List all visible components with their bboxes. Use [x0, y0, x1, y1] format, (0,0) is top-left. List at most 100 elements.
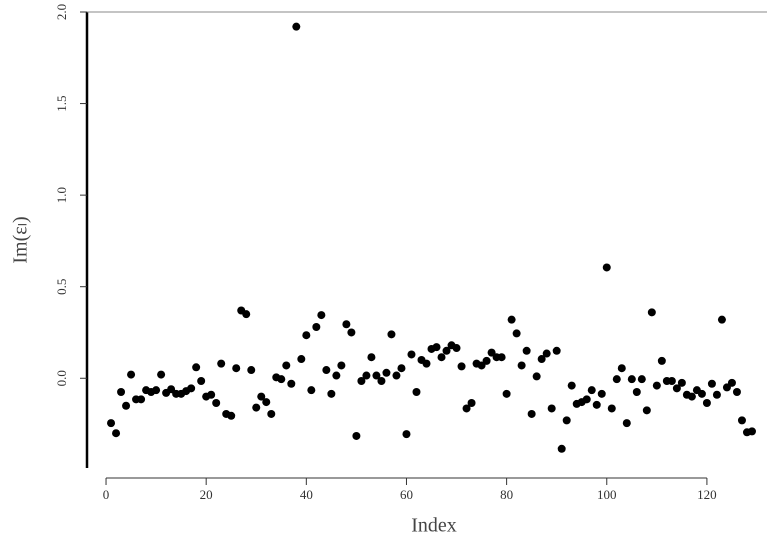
point: [342, 320, 351, 329]
point: [737, 416, 746, 425]
point: [607, 404, 616, 413]
point: [317, 311, 326, 320]
point: [647, 308, 656, 317]
x-tick-label: 40: [300, 487, 313, 502]
point: [412, 388, 421, 396]
point: [637, 375, 646, 384]
point: [357, 377, 366, 386]
point: [302, 331, 311, 340]
point: [397, 364, 406, 373]
x-tick-label: 20: [200, 487, 213, 502]
point: [507, 315, 516, 324]
point: [672, 384, 681, 393]
point: [642, 406, 651, 415]
y-tick-label: 1.0: [54, 187, 69, 203]
point: [332, 371, 341, 380]
point: [382, 368, 391, 377]
point: [122, 401, 131, 410]
point: [262, 398, 271, 407]
point: [667, 377, 676, 386]
point: [567, 381, 576, 390]
point: [537, 355, 546, 364]
point: [282, 361, 291, 370]
point: [337, 361, 346, 370]
y-tick-label: 0.0: [54, 370, 69, 386]
point: [347, 328, 356, 337]
point: [157, 370, 166, 379]
point: [712, 390, 721, 399]
point: [267, 409, 276, 418]
point: [257, 392, 266, 401]
point: [197, 377, 206, 386]
point: [117, 388, 126, 396]
point: [552, 346, 561, 355]
point: [407, 350, 416, 359]
point: [362, 371, 371, 380]
point: [112, 429, 121, 438]
point: [352, 431, 361, 440]
point: [727, 378, 736, 387]
point: [587, 386, 596, 395]
point: [127, 370, 136, 379]
point: [497, 353, 506, 362]
point: [617, 364, 626, 373]
point: [187, 384, 196, 393]
y-tick-label: 2.0: [54, 4, 69, 20]
point: [462, 404, 471, 413]
point: [152, 386, 161, 395]
point: [622, 419, 631, 428]
x-tick-label: 100: [597, 487, 617, 502]
point: [312, 322, 321, 331]
point: [547, 404, 556, 413]
point: [582, 395, 591, 404]
point: [697, 389, 706, 398]
point: [442, 346, 451, 355]
point: [717, 315, 726, 324]
point: [207, 390, 216, 399]
point: [137, 395, 146, 404]
x-tick-label: 120: [697, 487, 717, 502]
point: [327, 389, 336, 398]
x-axis-title: Index: [411, 515, 457, 537]
point: [687, 392, 696, 401]
point: [402, 430, 411, 439]
point: [482, 356, 491, 365]
point: [732, 388, 741, 396]
y-tick-label: 0.5: [54, 279, 69, 295]
point: [192, 363, 201, 372]
point: [527, 409, 536, 418]
point: [702, 398, 711, 407]
point: [652, 381, 661, 390]
point: [252, 403, 261, 412]
point: [512, 329, 521, 338]
point: [677, 378, 686, 387]
point: [287, 379, 296, 388]
point: [562, 416, 571, 425]
point: [467, 398, 476, 407]
point: [592, 400, 601, 409]
point: [292, 22, 301, 31]
point: [627, 375, 636, 384]
x-tick-label: 0: [103, 487, 110, 502]
point: [242, 310, 251, 319]
point: [532, 372, 541, 381]
point: [277, 375, 286, 384]
y-tick-label: 1.5: [54, 95, 69, 111]
point: [307, 386, 316, 395]
point: [632, 388, 641, 396]
point: [422, 359, 431, 368]
point: [377, 377, 386, 386]
point: [502, 389, 511, 398]
point: [107, 419, 116, 428]
point: [322, 366, 331, 375]
point: [227, 411, 236, 420]
point: [542, 349, 551, 358]
point: [612, 375, 621, 384]
point: [747, 427, 756, 436]
point: [212, 398, 221, 407]
point: [457, 362, 466, 371]
point: [217, 359, 226, 368]
point: [522, 346, 531, 355]
point: [437, 353, 446, 362]
